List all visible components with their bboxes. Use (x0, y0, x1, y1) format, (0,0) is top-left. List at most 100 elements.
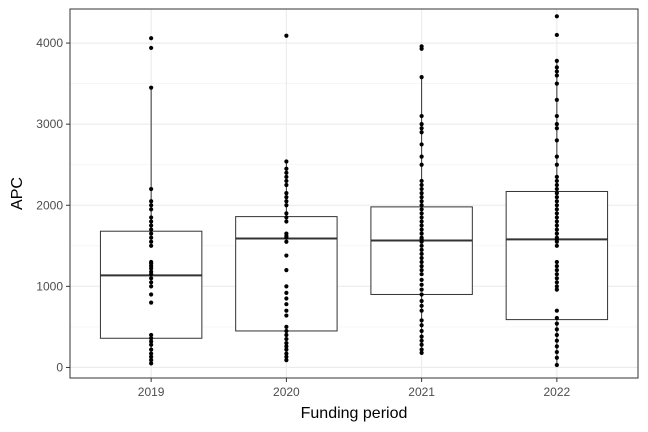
data-point (419, 207, 424, 212)
data-point (419, 263, 424, 269)
data-point (419, 75, 424, 80)
data-point (419, 178, 424, 184)
data-point (419, 347, 424, 352)
data-point (149, 284, 154, 289)
data-point (419, 338, 424, 343)
data-point (554, 315, 559, 321)
data-point (554, 174, 559, 179)
data-point (554, 332, 559, 338)
data-point (554, 235, 559, 240)
data-point (419, 199, 424, 204)
data-point (419, 328, 424, 334)
data-point (554, 215, 559, 220)
data-point (284, 344, 289, 349)
x-tick-label: 2019 (138, 385, 165, 399)
data-point (419, 251, 424, 257)
data-point (284, 174, 289, 179)
data-point (419, 126, 424, 131)
data-point (554, 263, 559, 269)
data-point (554, 69, 559, 74)
x-tick-label: 2022 (544, 385, 571, 399)
data-point (554, 223, 559, 228)
data-point (554, 219, 559, 224)
data-point (419, 308, 424, 313)
data-point (554, 81, 559, 86)
data-point (554, 113, 559, 119)
data-point (419, 142, 424, 147)
data-point (554, 203, 559, 208)
outlier-point (149, 36, 154, 41)
data-point (419, 122, 424, 127)
data-point (554, 355, 559, 360)
data-point (419, 235, 424, 240)
data-point (284, 302, 289, 307)
data-point (284, 178, 289, 184)
data-points (149, 14, 559, 368)
data-point (284, 336, 289, 342)
data-point (284, 328, 289, 334)
data-point (419, 272, 424, 277)
data-point (284, 351, 289, 356)
data-point (554, 207, 559, 212)
data-point (284, 215, 289, 220)
data-point (419, 277, 424, 282)
data-point (419, 182, 424, 188)
data-point (284, 308, 289, 313)
data-point (554, 199, 559, 204)
y-axis-ticks: 0 1000 2000 3000 4000 (36, 36, 70, 374)
data-point (554, 122, 559, 127)
data-point (284, 341, 289, 346)
data-point (554, 327, 559, 332)
outlier-point (419, 46, 424, 51)
data-point (554, 268, 559, 273)
data-point (554, 126, 559, 131)
outlier-point (284, 33, 289, 38)
data-point (149, 223, 154, 228)
x-axis-ticks: 2019 2020 2021 2022 (138, 378, 571, 399)
data-point (149, 351, 154, 356)
data-point (149, 342, 154, 347)
data-point (419, 195, 424, 200)
data-point (149, 361, 154, 366)
data-point (284, 290, 289, 295)
data-point (554, 344, 559, 349)
data-point (149, 215, 154, 220)
data-point (419, 282, 424, 287)
data-point (419, 342, 424, 347)
data-point (419, 211, 424, 216)
data-point (419, 255, 424, 261)
data-point (149, 203, 154, 208)
data-point (149, 85, 154, 90)
data-point (149, 199, 154, 204)
data-point (149, 186, 154, 192)
data-point (284, 199, 289, 204)
data-point (149, 280, 154, 285)
data-point (149, 336, 154, 341)
data-point (419, 219, 424, 224)
data-point (554, 280, 559, 285)
data-point (284, 159, 289, 164)
outlier-point (149, 45, 154, 51)
data-point (149, 235, 154, 240)
data-point (554, 97, 559, 102)
data-point (284, 354, 289, 360)
data-point (419, 215, 424, 220)
data-point (419, 318, 424, 323)
data-point (149, 269, 154, 274)
x-tick-label: 2021 (408, 385, 435, 399)
data-point (554, 284, 559, 289)
data-point (419, 162, 424, 167)
data-point (419, 292, 424, 297)
data-point (149, 332, 154, 338)
data-point (284, 253, 289, 258)
data-point (284, 182, 289, 188)
x-axis-title: Funding period (301, 405, 408, 422)
outlier-point (554, 32, 559, 38)
data-point (419, 154, 424, 159)
data-point (554, 58, 559, 64)
data-point (554, 243, 559, 248)
data-point (149, 276, 154, 281)
y-tick-label: 0 (56, 360, 63, 374)
data-point (284, 324, 289, 330)
data-point (419, 130, 424, 135)
